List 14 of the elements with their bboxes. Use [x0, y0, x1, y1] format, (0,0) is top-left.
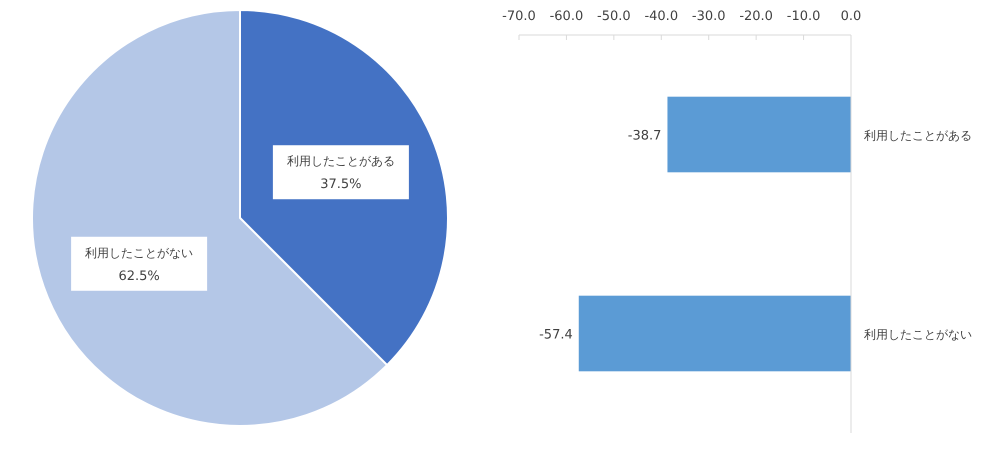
x-tick-label: -70.0: [502, 9, 536, 24]
x-tick-label: -20.0: [739, 9, 773, 24]
slice-label: 利用したことがある: [286, 154, 395, 168]
data-label: 62.5%: [118, 268, 160, 284]
x-tick-label: -30.0: [692, 9, 726, 24]
data-label: 37.5%: [320, 177, 362, 192]
x-tick-label: -60.0: [550, 9, 584, 24]
data-label: -38.7: [628, 128, 662, 144]
x-tick-label: -10.0: [786, 9, 820, 24]
x-tick-label: -40.0: [644, 9, 678, 24]
slice-label: 利用したことがない: [85, 246, 194, 260]
data-label: -57.4: [539, 328, 573, 342]
x-tick-label: -50.0: [597, 9, 631, 24]
x-tick-label: 0.0: [840, 9, 862, 24]
